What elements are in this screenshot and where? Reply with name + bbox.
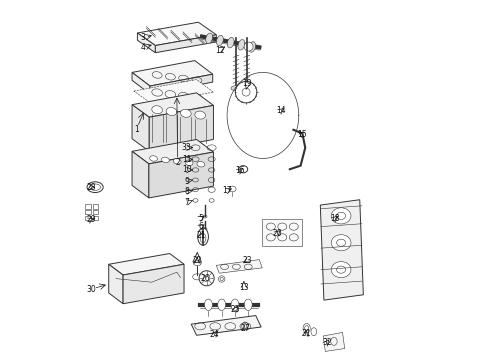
Ellipse shape — [203, 275, 210, 282]
Polygon shape — [123, 264, 184, 304]
Ellipse shape — [166, 108, 177, 116]
Bar — [85, 216, 91, 220]
Text: 2: 2 — [175, 158, 180, 167]
Text: 22: 22 — [193, 256, 202, 265]
Text: 31: 31 — [301, 329, 311, 338]
Polygon shape — [109, 264, 123, 304]
Ellipse shape — [149, 156, 157, 161]
Bar — [93, 204, 98, 209]
Text: 14: 14 — [276, 106, 286, 115]
Ellipse shape — [337, 266, 345, 273]
Text: 10: 10 — [182, 166, 192, 175]
Polygon shape — [320, 200, 364, 300]
Ellipse shape — [195, 111, 205, 119]
Ellipse shape — [204, 299, 212, 311]
Ellipse shape — [245, 299, 252, 311]
Polygon shape — [132, 105, 149, 151]
Text: 29: 29 — [87, 215, 97, 224]
Text: 17: 17 — [222, 186, 232, 195]
Ellipse shape — [217, 35, 223, 46]
Ellipse shape — [197, 162, 205, 167]
Ellipse shape — [235, 81, 257, 103]
Ellipse shape — [231, 86, 241, 91]
Polygon shape — [323, 332, 344, 351]
Ellipse shape — [231, 299, 239, 311]
Ellipse shape — [337, 212, 345, 220]
Ellipse shape — [331, 262, 351, 278]
Text: 13: 13 — [239, 283, 249, 292]
Ellipse shape — [331, 235, 351, 251]
Text: 8: 8 — [184, 187, 189, 196]
Ellipse shape — [242, 86, 252, 91]
Text: 32: 32 — [322, 338, 332, 347]
Ellipse shape — [218, 299, 225, 311]
Polygon shape — [150, 74, 213, 94]
Bar — [85, 204, 91, 209]
Ellipse shape — [331, 208, 351, 224]
Text: 19: 19 — [243, 80, 252, 89]
Polygon shape — [137, 22, 216, 45]
Text: 7: 7 — [184, 198, 189, 207]
Ellipse shape — [152, 106, 163, 114]
Ellipse shape — [238, 40, 245, 50]
Text: 4: 4 — [140, 43, 145, 52]
Text: 24: 24 — [209, 330, 219, 339]
Ellipse shape — [162, 157, 170, 163]
Text: 9: 9 — [184, 176, 189, 185]
Bar — [262, 220, 302, 246]
Ellipse shape — [199, 271, 214, 286]
Polygon shape — [191, 316, 261, 335]
Ellipse shape — [249, 42, 256, 52]
Text: 16: 16 — [236, 166, 245, 175]
Polygon shape — [132, 139, 214, 164]
Text: 21: 21 — [196, 231, 206, 240]
Polygon shape — [216, 260, 262, 273]
Text: 12: 12 — [215, 46, 224, 55]
Text: 1: 1 — [134, 125, 139, 134]
Text: 5: 5 — [198, 214, 203, 223]
Polygon shape — [132, 93, 214, 117]
Text: 28: 28 — [87, 183, 96, 192]
Polygon shape — [132, 151, 149, 198]
Text: 18: 18 — [330, 214, 340, 223]
Text: 23: 23 — [243, 256, 252, 265]
Ellipse shape — [173, 159, 181, 164]
Ellipse shape — [227, 37, 234, 48]
Text: 26: 26 — [201, 274, 210, 283]
Ellipse shape — [185, 160, 193, 166]
Ellipse shape — [180, 109, 191, 117]
Text: 33: 33 — [182, 143, 192, 152]
Ellipse shape — [242, 88, 250, 96]
Text: 15: 15 — [297, 130, 307, 139]
Ellipse shape — [197, 228, 208, 245]
Text: 20: 20 — [272, 229, 282, 238]
Text: 30: 30 — [86, 285, 96, 294]
Bar — [93, 216, 98, 220]
Ellipse shape — [244, 42, 253, 51]
Text: 6: 6 — [198, 222, 203, 231]
Text: 11: 11 — [182, 155, 191, 164]
Ellipse shape — [337, 239, 345, 246]
Ellipse shape — [200, 233, 206, 243]
Polygon shape — [134, 80, 214, 103]
Ellipse shape — [206, 33, 213, 44]
Polygon shape — [137, 33, 155, 53]
Polygon shape — [149, 105, 214, 151]
Text: 27: 27 — [240, 324, 250, 333]
Bar — [93, 210, 98, 215]
Text: 3: 3 — [140, 33, 145, 42]
Bar — [85, 210, 91, 215]
Polygon shape — [155, 35, 216, 53]
Polygon shape — [149, 152, 214, 198]
Polygon shape — [109, 253, 184, 275]
Text: 25: 25 — [231, 305, 241, 314]
Polygon shape — [132, 72, 150, 94]
Polygon shape — [132, 60, 213, 86]
